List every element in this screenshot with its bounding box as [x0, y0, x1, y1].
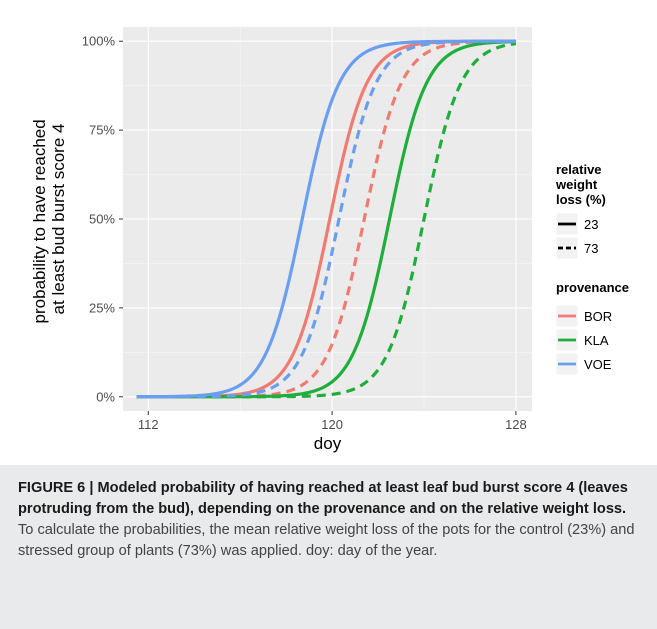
legend-title-weight-loss: weight: [555, 177, 598, 192]
y-tick-label: 0%: [96, 389, 115, 404]
caption-bold: FIGURE 6 | Modeled probability of having…: [18, 480, 628, 517]
x-tick-label: 120: [321, 417, 343, 432]
y-tick-label: 75%: [89, 123, 115, 138]
y-tick-label: 50%: [89, 212, 115, 227]
legend-title-provenance: provenance: [556, 280, 629, 295]
caption-background: [0, 465, 657, 629]
legend-label-provenance: VOE: [584, 357, 612, 372]
caption-text: To calculate the probabilities, the mean…: [18, 522, 635, 559]
figure-caption: FIGURE 6 | Modeled probability of having…: [18, 478, 643, 562]
y-tick-label: 100%: [82, 34, 116, 49]
x-tick-label: 112: [138, 417, 159, 432]
y-axis-label: probability to have reached at least bud…: [30, 115, 68, 324]
curves: [136, 39, 517, 399]
y-axis: 0% 25% 50% 75% 100%: [82, 34, 123, 404]
x-axis-label: doy: [314, 434, 342, 453]
legend-label-weight-loss: 23: [584, 217, 598, 232]
legend-label-provenance: BOR: [584, 309, 612, 324]
y-tick-label: 25%: [89, 300, 115, 315]
series-line-voe-73: [136, 39, 516, 399]
y-axis-label-line-1: probability to have reached: [30, 119, 49, 323]
legend-title-weight-loss: relative: [556, 162, 602, 177]
x-tick-label: 128: [505, 417, 527, 432]
x-axis: 112 120 128: [138, 411, 527, 432]
figure-chart: 0% 25% 50% 75% 100% 112 120 128 doy probabilit…: [30, 27, 629, 453]
legend-title-weight-loss: loss (%): [556, 192, 606, 207]
legend-label-provenance: KLA: [584, 333, 609, 348]
y-axis-label-line-2: at least bud burst score 4: [49, 124, 68, 315]
grid-lines: [123, 27, 532, 411]
legend-label-weight-loss: 73: [584, 241, 598, 256]
